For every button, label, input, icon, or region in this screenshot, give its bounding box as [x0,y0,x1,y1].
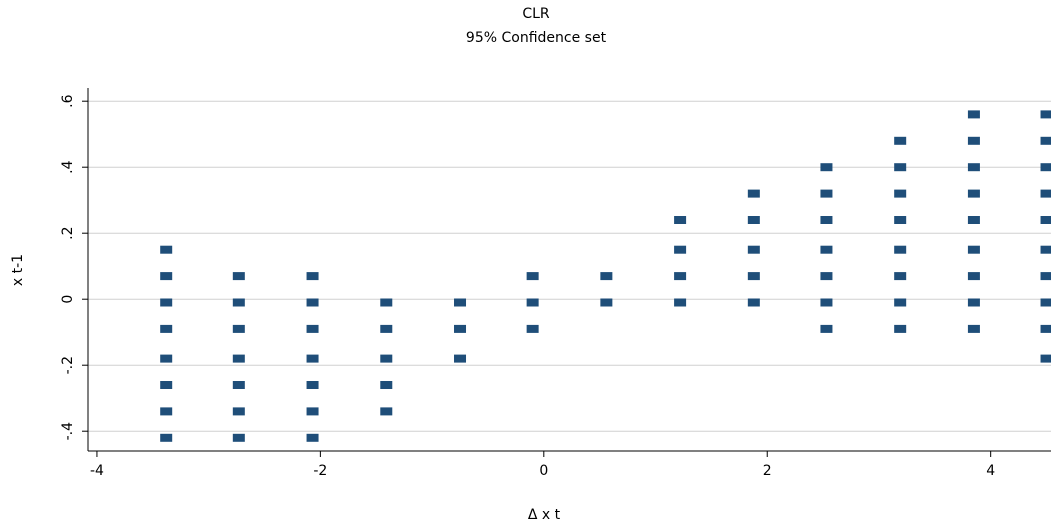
point [454,298,467,307]
point [232,354,245,363]
point [820,163,833,172]
point [967,163,980,172]
point [380,324,393,333]
point [160,433,173,442]
point [747,298,760,307]
point [967,245,980,254]
y-tick-label: .4 [60,160,76,173]
point [160,381,173,389]
x-axis-label: Δ x t [528,507,561,523]
point [380,381,393,389]
point [1040,354,1051,363]
point [820,272,833,281]
point [380,407,393,416]
x-tick-label: 2 [763,463,772,479]
point [967,324,980,333]
point [820,189,833,198]
point [674,272,687,281]
point [967,298,980,307]
point [967,272,980,281]
chart-subtitle: 95% Confidence set [466,30,607,46]
point [1040,189,1051,198]
point [820,216,833,224]
point [894,136,907,145]
point [232,272,245,281]
y-axis-label: x t-1 [10,254,26,286]
point [380,298,393,307]
point [526,298,539,307]
point [600,272,613,281]
point [894,189,907,198]
point [160,407,173,416]
point [747,245,760,254]
point [160,272,173,281]
y-tick-label: -.4 [60,422,76,441]
point [1040,245,1051,254]
point [967,189,980,198]
point [894,298,907,307]
point [454,324,467,333]
point [747,216,760,224]
point [306,272,319,281]
point [1040,216,1051,224]
point [894,272,907,281]
point [894,245,907,254]
point [306,298,319,307]
point [232,407,245,416]
point [526,272,539,281]
point [674,216,687,224]
point [160,354,173,363]
y-tick-label: .2 [60,227,76,240]
point [820,324,833,333]
point [160,324,173,333]
point [1040,324,1051,333]
point [232,298,245,307]
y-tick-label: .6 [60,94,76,107]
chart-title: CLR [522,6,550,22]
point [160,298,173,307]
x-tick-label: 0 [539,463,548,479]
point [894,163,907,172]
point [160,245,173,254]
point [820,245,833,254]
point [454,354,467,363]
point [1040,110,1051,119]
point [967,136,980,145]
point [306,354,319,363]
x-tick-label: -2 [313,463,327,479]
point [306,381,319,389]
point [526,324,539,333]
point [306,433,319,442]
point [232,324,245,333]
point [1040,163,1051,172]
point [674,298,687,307]
point [894,216,907,224]
point [1040,136,1051,145]
point [380,354,393,363]
point [306,407,319,416]
x-tick-label: -4 [90,463,104,479]
point [747,189,760,198]
point [232,433,245,442]
point [820,298,833,307]
point [747,272,760,281]
point [1040,298,1051,307]
point [306,324,319,333]
point [232,381,245,389]
y-tick-label: 0 [60,295,76,304]
x-tick-label: 4 [986,463,995,479]
point [894,324,907,333]
y-tick-label: -.2 [60,356,76,374]
point [967,216,980,224]
point [1040,272,1051,281]
point [967,110,980,119]
point [600,298,613,307]
point [674,245,687,254]
